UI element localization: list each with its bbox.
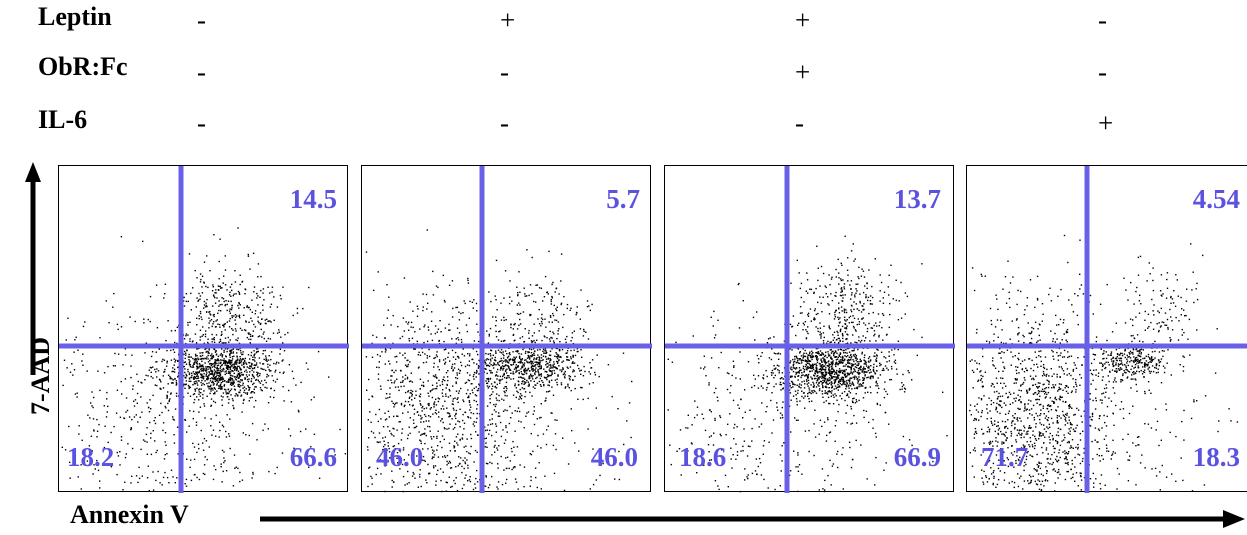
il6-label: IL-6 [38, 105, 88, 134]
quadrant-lower-right-3: 66.9 [893, 442, 941, 472]
sign-leptin-2: + [500, 5, 516, 35]
scatter-4 [967, 166, 1247, 493]
sign-obr-3: + [795, 57, 811, 87]
sign-il6-4: + [1098, 108, 1114, 138]
quadrant-lower-right-2: 46.0 [590, 442, 638, 472]
obr-fc-label: ObR:Fc [38, 52, 128, 81]
quadrant-lower-left-2: 46.0 [376, 442, 424, 472]
scatter-2 [362, 166, 652, 493]
quadrant-lower-left-1: 18.2 [67, 442, 115, 472]
sign-obr-4: - [1098, 57, 1107, 87]
quadrant-upper-right-3: 13.7 [893, 184, 941, 214]
quadrant-lower-right-4: 18.3 [1192, 442, 1240, 472]
flow-plot-2: 5.7 46.0 46.0 [361, 165, 652, 493]
quadrant-lower-left-4: 71.7 [981, 442, 1029, 472]
scatter-1 [59, 166, 349, 493]
sign-obr-2: - [500, 57, 509, 87]
sign-il6-2: - [500, 108, 509, 138]
flow-plot-3: 13.7 18.6 66.9 [664, 165, 955, 493]
scatter-3 [665, 166, 955, 493]
dot-cloud-4 [969, 234, 1239, 492]
y-axis-label: 7-AAD [26, 337, 55, 415]
sign-leptin-1: - [197, 5, 206, 35]
sign-leptin-4: - [1098, 5, 1107, 35]
x-axis-label: Annexin V [70, 500, 189, 529]
sign-il6-1: - [197, 108, 206, 138]
quadrant-lower-right-1: 66.6 [289, 442, 337, 472]
quadrant-upper-right-1: 14.5 [289, 184, 337, 214]
quadrant-upper-right-2: 5.7 [606, 184, 640, 214]
leptin-label: Leptin [38, 2, 112, 31]
flow-plot-4: 4.54 71.7 18.3 [966, 165, 1247, 493]
quadrant-lower-left-3: 18.6 [679, 442, 727, 472]
sign-leptin-3: + [795, 5, 811, 35]
x-axis-arrow [260, 510, 1245, 528]
y-axis-arrow [25, 162, 41, 375]
sign-il6-3: - [795, 108, 804, 138]
flow-plot-1: 14.5 18.2 66.6 [58, 165, 349, 493]
quadrant-upper-right-4: 4.54 [1192, 184, 1240, 214]
sign-obr-1: - [197, 57, 206, 87]
dot-cloud-2 [365, 229, 633, 493]
